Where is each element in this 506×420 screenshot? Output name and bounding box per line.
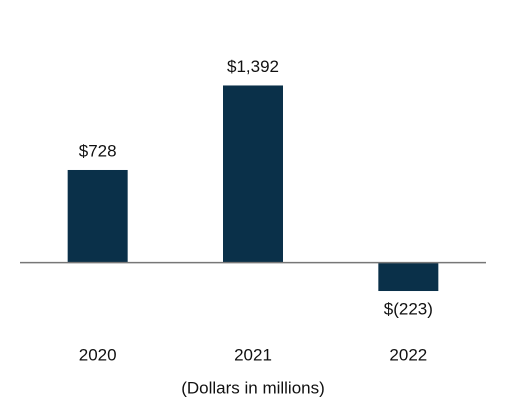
x-tick-label: 2020: [79, 345, 117, 364]
value-label: $728: [79, 141, 117, 160]
bar: [223, 85, 283, 263]
x-tick-label: 2021: [234, 345, 272, 364]
x-axis-label: (Dollars in millions): [181, 378, 325, 397]
bar: [67, 169, 128, 263]
bar: [378, 262, 439, 292]
x-tick-label: 2022: [389, 345, 427, 364]
value-label: $(223): [384, 300, 433, 319]
value-label: $1,392: [227, 57, 279, 76]
